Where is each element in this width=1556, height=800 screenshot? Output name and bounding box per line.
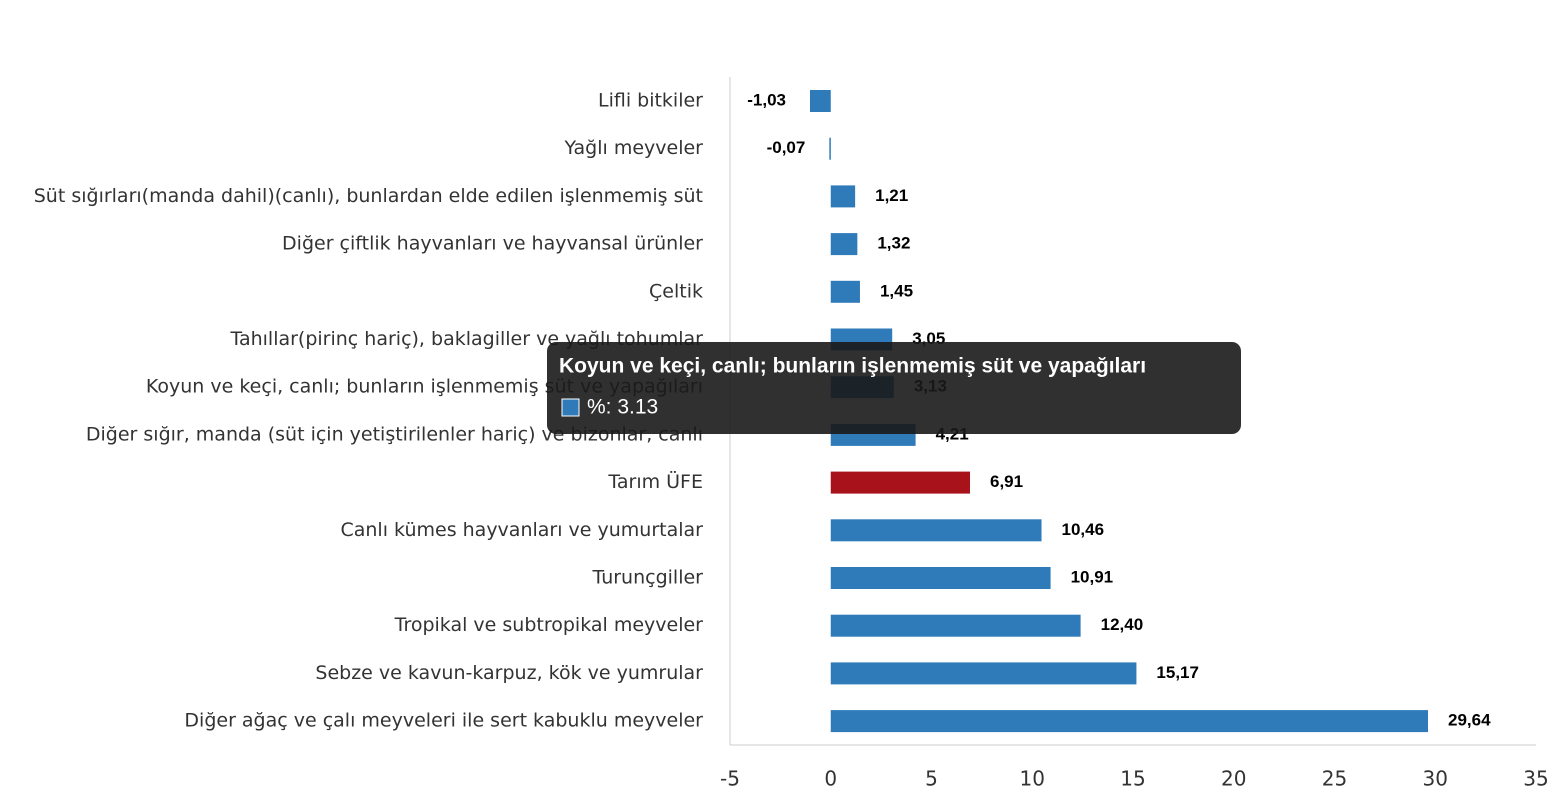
value-label: 1,21 (875, 186, 908, 205)
category-label: Sebze ve kavun-karpuz, kök ve yumrular (315, 662, 703, 684)
value-label: 15,17 (1156, 663, 1199, 682)
x-tick-label: -5 (720, 767, 740, 791)
category-label: Tarım ÜFE (607, 470, 703, 493)
bar (830, 519, 1042, 542)
tooltip-text: %: 3.13 (587, 396, 658, 419)
category-label: Turunçgiller (591, 567, 703, 589)
bar (830, 567, 1051, 589)
tooltip: Koyun ve keçi, canlı; bunların işlenmemi… (547, 342, 1241, 434)
x-tick-label: 15 (1120, 767, 1145, 791)
value-label: 12,40 (1101, 615, 1144, 634)
x-tick-label: 30 (1423, 767, 1448, 791)
x-tick-label: 35 (1523, 767, 1548, 791)
value-label: -1,03 (747, 90, 786, 109)
value-label: 1,32 (877, 234, 910, 253)
value-label: 10,46 (1062, 520, 1105, 539)
bar (830, 614, 1081, 637)
bar (830, 710, 1428, 733)
x-tick-label: 5 (925, 767, 938, 791)
x-tick-label: 25 (1322, 767, 1347, 791)
bar (830, 185, 856, 208)
bar (830, 280, 860, 303)
bar (809, 90, 831, 112)
tooltip-box (547, 342, 1241, 434)
bar (830, 471, 970, 494)
category-label: Yağlı meyveler (564, 137, 704, 159)
category-label: Tropikal ve subtropikal meyveler (394, 614, 704, 636)
value-label: 6,91 (990, 472, 1023, 491)
x-tick-label: 20 (1221, 767, 1246, 791)
value-label: 10,91 (1071, 567, 1114, 586)
bar (830, 233, 858, 256)
bar (829, 137, 831, 160)
tooltip-swatch (561, 398, 580, 417)
x-tick-label: 0 (824, 767, 837, 791)
category-label: Diğer çiftlik hayvanları ve hayvansal ür… (282, 233, 703, 255)
category-label: Lifli bitkiler (598, 90, 703, 112)
category-label: Canlı kümes hayvanları ve yumurtalar (340, 519, 703, 541)
category-label: Süt sığırları(manda dahil)(canlı), bunla… (34, 185, 703, 207)
tooltip-title: Koyun ve keçi, canlı; bunların işlenmemi… (559, 355, 1146, 378)
category-label: Diğer ağaç ve çalı meyveleri ile sert ka… (184, 710, 703, 732)
value-label: 1,45 (880, 281, 913, 300)
category-label: Çeltik (649, 280, 703, 302)
bar (830, 662, 1137, 685)
value-label: 29,64 (1448, 711, 1491, 730)
x-tick-label: 10 (1020, 767, 1045, 791)
value-label: -0,07 (767, 138, 806, 157)
